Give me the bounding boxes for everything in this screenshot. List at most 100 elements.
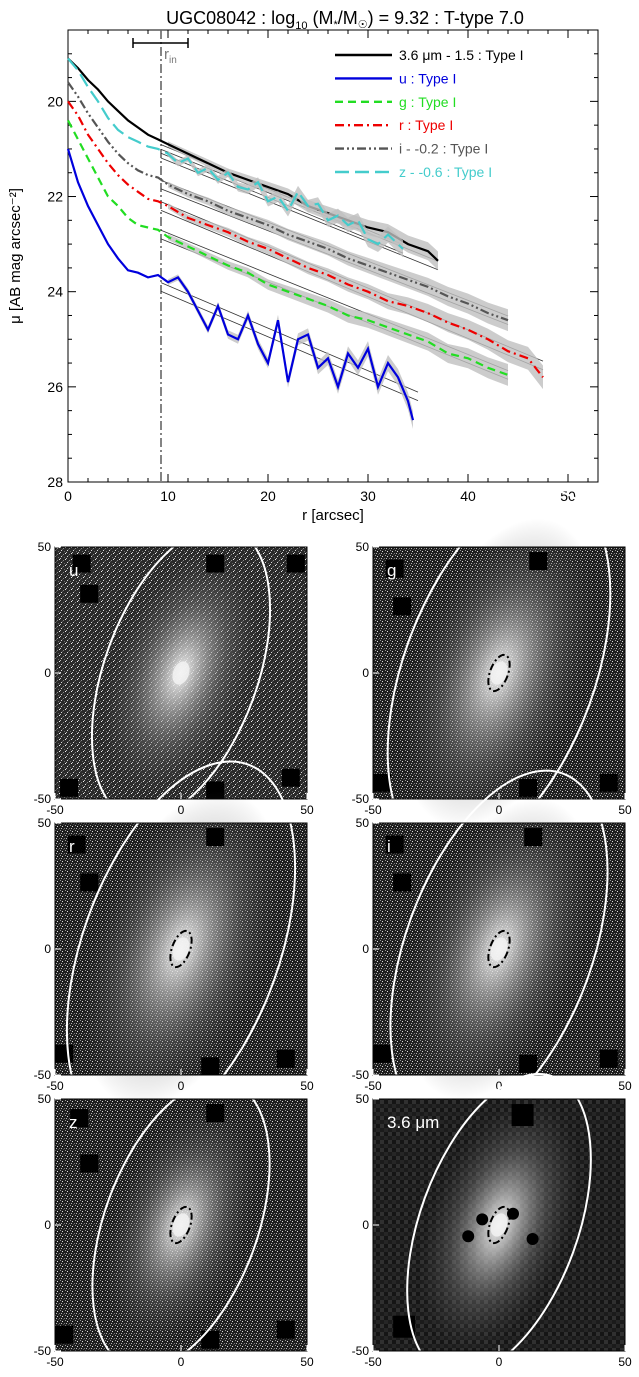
outer-ellipse bbox=[406, 1073, 592, 1377]
y-tick-label: 24 bbox=[47, 284, 63, 300]
mask-block bbox=[80, 1154, 99, 1173]
mask-block bbox=[393, 873, 412, 892]
series-line bbox=[67, 81, 509, 322]
mask-star bbox=[526, 1233, 539, 1245]
legend-entry: z - -0.6 : Type I bbox=[399, 164, 492, 180]
x-tick-label: -50 bbox=[364, 1079, 382, 1093]
y-tick-label: 28 bbox=[47, 474, 63, 490]
series-line bbox=[67, 57, 404, 250]
mask-block bbox=[519, 1054, 538, 1073]
x-tick-label: -50 bbox=[46, 1355, 64, 1369]
series-line bbox=[67, 119, 509, 376]
galaxy-core bbox=[172, 1213, 190, 1237]
y-tick-label: 20 bbox=[47, 93, 63, 109]
y-tick-label: -50 bbox=[34, 1068, 52, 1082]
galaxy-core bbox=[172, 937, 190, 961]
mask-block bbox=[373, 1044, 391, 1063]
inner-ellipse bbox=[487, 653, 511, 693]
inner-ellipse bbox=[487, 929, 511, 969]
rin-label: rin bbox=[164, 46, 177, 66]
mask-block bbox=[80, 584, 99, 603]
series-line bbox=[67, 57, 439, 262]
band-label: g bbox=[387, 561, 396, 580]
band-label: z bbox=[69, 1113, 78, 1132]
x-tick-label: 0 bbox=[496, 1079, 503, 1093]
mask-block bbox=[524, 828, 543, 847]
y-axis-label: μ [AB mag arcsec⁻²] bbox=[7, 188, 24, 324]
inner-ellipse bbox=[169, 929, 193, 969]
y-tick-label: -50 bbox=[34, 1344, 52, 1358]
mask-block bbox=[511, 1104, 534, 1127]
x-tick-label: 50 bbox=[300, 803, 314, 817]
mask-block bbox=[70, 1109, 89, 1128]
mask-block bbox=[276, 1049, 295, 1068]
x-tick-label: 0 bbox=[178, 1079, 185, 1093]
profile-ticks: 0 10 20 30 40 50 20 22 24 26 28 bbox=[47, 30, 598, 504]
x-tick-label: 30 bbox=[360, 488, 376, 504]
mask-star bbox=[476, 1213, 489, 1226]
x-tick-label: 50 bbox=[618, 1079, 632, 1093]
x-tick-label: -50 bbox=[46, 803, 64, 817]
profile-series bbox=[66, 57, 544, 429]
y-tick-label: 0 bbox=[362, 666, 369, 680]
inner-ellipse bbox=[487, 1205, 511, 1245]
x-axis-label: r [arcsec] bbox=[302, 507, 364, 524]
y-tick-label: 0 bbox=[362, 1218, 369, 1232]
x-tick-label: 50 bbox=[560, 488, 576, 504]
mask-block bbox=[201, 1057, 220, 1076]
mask-block bbox=[599, 773, 618, 792]
galaxy-core bbox=[172, 661, 190, 685]
band-label: r bbox=[69, 837, 75, 856]
legend-entry: 3.6 μm - 1.5 : Type I bbox=[399, 47, 524, 63]
y-tick-label: -50 bbox=[34, 792, 52, 806]
series-line bbox=[66, 148, 415, 421]
mask-block bbox=[67, 835, 86, 854]
mask-block bbox=[286, 554, 305, 573]
y-tick-label: 26 bbox=[47, 379, 63, 395]
error-band bbox=[168, 141, 438, 271]
x-tick-label: -50 bbox=[364, 803, 382, 817]
mask-block bbox=[55, 1044, 73, 1063]
band-label: i bbox=[387, 837, 391, 856]
legend-entry: g : Type I bbox=[399, 94, 456, 110]
profile-plot: 0 10 20 30 40 50 20 22 24 26 28 rin 3.6 μm - 1.5 :… bbox=[7, 29, 599, 524]
x-tick-label: 0 bbox=[178, 1355, 185, 1369]
mask-block bbox=[393, 597, 412, 616]
mask-block bbox=[206, 1104, 225, 1123]
galaxy-core bbox=[490, 661, 508, 685]
mask-block bbox=[60, 778, 79, 797]
outer-ellipse bbox=[91, 1079, 271, 1371]
mask-block bbox=[72, 554, 91, 573]
mask-block bbox=[385, 835, 404, 854]
mask-star bbox=[462, 1230, 475, 1243]
y-tick-label: 0 bbox=[362, 942, 369, 956]
series-line bbox=[67, 100, 544, 378]
x-tick-label: 20 bbox=[260, 488, 276, 504]
x-tick-label: -50 bbox=[364, 1355, 382, 1369]
legend-entry: i - -0.2 : Type I bbox=[399, 141, 488, 157]
mask-block bbox=[529, 552, 548, 571]
x-tick-label: 50 bbox=[618, 1355, 632, 1369]
y-tick-label: 22 bbox=[47, 189, 63, 205]
inner-ellipse bbox=[169, 1205, 193, 1245]
y-tick-label: 0 bbox=[44, 1218, 51, 1232]
galaxy-core bbox=[490, 1213, 508, 1237]
outer-ellipse bbox=[90, 525, 272, 821]
image-panels: u-50050-50050g-50050-50050r-50050-50050i… bbox=[34, 489, 632, 1377]
legend-entry: u : Type I bbox=[399, 70, 456, 86]
galaxy-core bbox=[490, 937, 508, 961]
mask-block bbox=[599, 1049, 618, 1068]
y-tick-label: 50 bbox=[38, 1092, 52, 1106]
y-tick-label: 0 bbox=[44, 666, 51, 680]
x-tick-label: 40 bbox=[460, 488, 476, 504]
x-tick-label: 0 bbox=[496, 1355, 503, 1369]
x-tick-label: 50 bbox=[300, 1355, 314, 1369]
legend-entry: r : Type I bbox=[399, 117, 453, 133]
y-tick-label: 50 bbox=[356, 1092, 370, 1106]
fit-line bbox=[160, 157, 439, 271]
mask-block bbox=[201, 1330, 220, 1349]
error-band bbox=[168, 150, 403, 258]
